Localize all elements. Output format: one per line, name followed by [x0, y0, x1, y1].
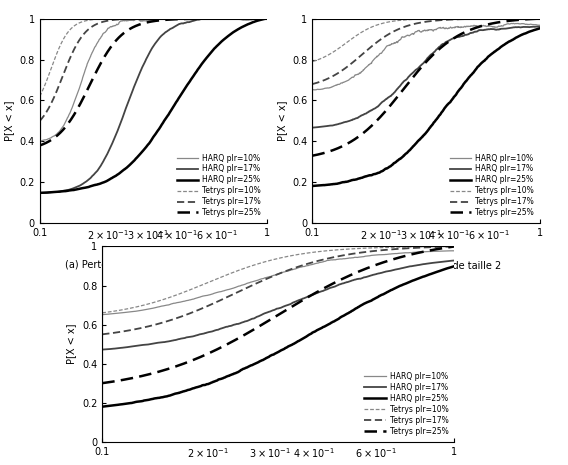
Y-axis label: P[X < x]: P[X < x] [4, 100, 14, 141]
Legend: HARQ plr=10%, HARQ plr=17%, HARQ plr=25%, Tetrys plr=10%, Tetrys plr=17%, Tetrys: HARQ plr=10%, HARQ plr=17%, HARQ plr=25%… [362, 370, 450, 438]
Legend: HARQ plr=10%, HARQ plr=17%, HARQ plr=25%, Tetrys plr=10%, Tetrys plr=17%, Tetrys: HARQ plr=10%, HARQ plr=17%, HARQ plr=25%… [447, 151, 536, 219]
Y-axis label: P[X < x]: P[X < x] [277, 100, 287, 141]
X-axis label: delai (s): delai (s) [406, 247, 446, 257]
Title: (b) Pertes en rafales de taille 2: (b) Pertes en rafales de taille 2 [350, 260, 502, 270]
Title: (a) Pertes uniformément distribuées: (a) Pertes uniformément distribuées [65, 260, 242, 270]
Y-axis label: P[X < x]: P[X < x] [66, 324, 77, 365]
X-axis label: delai (s): delai (s) [133, 247, 173, 257]
Legend: HARQ plr=10%, HARQ plr=17%, HARQ plr=25%, Tetrys plr=10%, Tetrys plr=17%, Tetrys: HARQ plr=10%, HARQ plr=17%, HARQ plr=25%… [174, 151, 263, 219]
